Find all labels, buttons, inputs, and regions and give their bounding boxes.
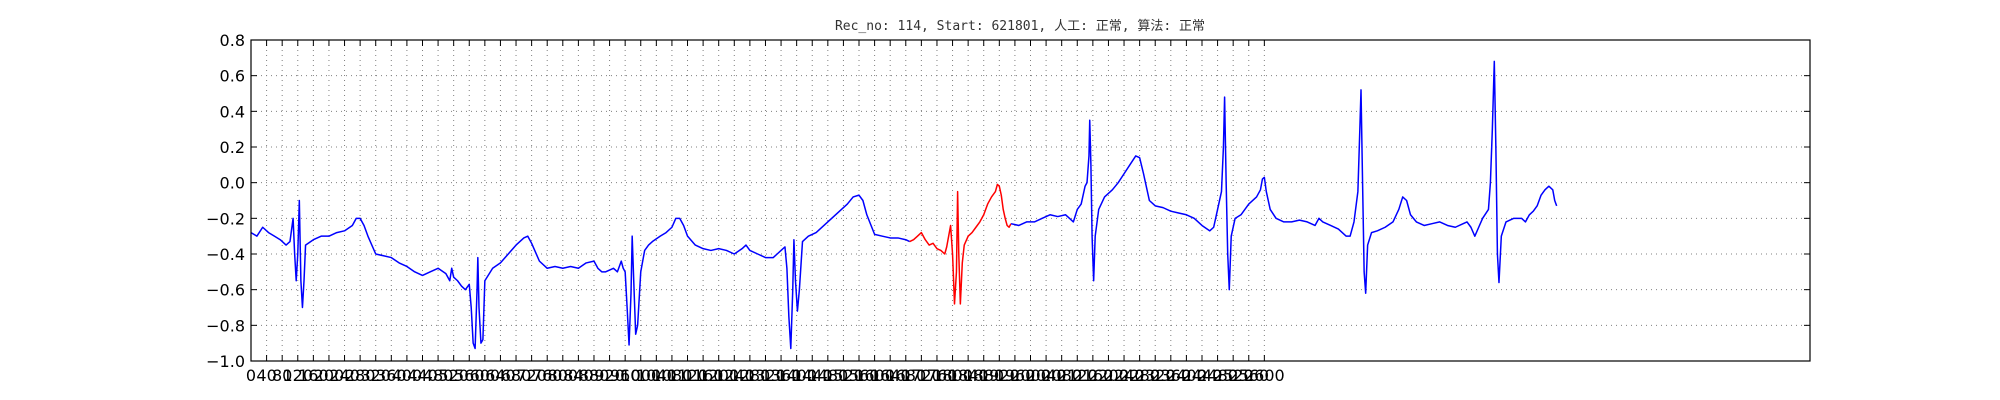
x-tick-label: 800 [548, 366, 579, 385]
x-tick-label: 1640 [870, 366, 911, 385]
y-tick-label: −0.4 [206, 245, 245, 264]
x-tick-label: 560 [454, 366, 485, 385]
ecg-segment-1 [250, 194, 910, 350]
x-tick-label: 120 [282, 366, 313, 385]
x-tick-label: 400 [392, 366, 423, 385]
x-tick-label: 2480 [1197, 366, 1238, 385]
x-tick-label: 2600 [1244, 366, 1285, 385]
x-tick-label: 720 [516, 366, 547, 385]
x-tick-label: 1040 [636, 366, 677, 385]
x-tick-label: 2560 [1228, 366, 1269, 385]
ecg-segment-2 [909, 183, 1012, 305]
x-tick-label: 1880 [963, 366, 1004, 385]
x-tick-label: 1320 [745, 366, 786, 385]
x-tick-label: 1360 [761, 366, 802, 385]
x-tick-label: 480 [423, 366, 454, 385]
grid-layer [251, 40, 1810, 361]
x-tick-label: 520 [438, 366, 469, 385]
x-tick-label: 2120 [1057, 366, 1098, 385]
x-tick-label: 1800 [932, 366, 973, 385]
x-tick-label: 1200 [698, 366, 739, 385]
y-tick-label: 0.8 [220, 31, 245, 50]
x-tick-label: 200 [314, 366, 345, 385]
y-tick-label: 0.4 [220, 102, 245, 121]
x-tick-label: 360 [376, 366, 407, 385]
x-tick-label: 2400 [1166, 366, 1207, 385]
x-tick-label: 1400 [776, 366, 817, 385]
series-layer [250, 60, 1558, 350]
x-tick-label: 2360 [1150, 366, 1191, 385]
x-tick-label: 1560 [839, 366, 880, 385]
x-tick-label: 1920 [979, 366, 1020, 385]
x-tick-label: 760 [532, 366, 563, 385]
x-tick-label: 160 [298, 366, 329, 385]
x-tick-label: 2440 [1182, 366, 1223, 385]
x-tick-label: 2160 [1073, 366, 1114, 385]
x-tick-label: 2240 [1104, 366, 1145, 385]
x-tick-label: 1440 [792, 366, 833, 385]
x-tick-label: 1600 [854, 366, 895, 385]
x-tick-label: 1080 [652, 366, 693, 385]
x-tick-label: 2520 [1213, 366, 1254, 385]
x-tick-label: 1280 [730, 366, 771, 385]
x-tick-label: 1520 [823, 366, 864, 385]
x-tick-label: 240 [329, 366, 360, 385]
x-tick-label: 280 [345, 366, 376, 385]
x-tick-label: 2000 [1010, 366, 1051, 385]
x-tick-label: 2080 [1041, 366, 1082, 385]
y-tick-label: −0.2 [206, 209, 245, 228]
y-tick-label: −0.8 [206, 316, 245, 335]
x-tick-label: 1760 [917, 366, 958, 385]
x-tick-label: 1120 [667, 366, 708, 385]
chart-title: Rec_no: 114, Start: 621801, 人工: 正常, 算法: … [835, 19, 1205, 34]
x-tick-label: 2280 [1119, 366, 1160, 385]
x-axis: 0 408012016020024028032036040044048052056… [246, 40, 1285, 385]
x-tick-label: 0 [246, 366, 256, 385]
y-tick-label: −0.6 [206, 281, 245, 300]
x-tick-label: 2320 [1135, 366, 1176, 385]
y-tick-label: 0.2 [220, 138, 245, 157]
x-tick-label: 680 [501, 366, 532, 385]
y-axis: −1.0 −0.8 −0.6 −0.4 −0.2 0.0 0.2 0.4 0.6 0.8 [206, 31, 1810, 371]
y-tick-label: 0.6 [220, 67, 245, 86]
x-tick-label: 920 [594, 366, 625, 385]
x-tick-label: 2200 [1088, 366, 1129, 385]
x-tick-label: 1960 [995, 366, 1036, 385]
x-tick-label: 960 [610, 366, 641, 385]
x-tick-label: 840 [563, 366, 594, 385]
x-tick-label: 320 [360, 366, 391, 385]
x-tick-label: 1160 [683, 366, 724, 385]
x-tick-label: 80 [272, 366, 292, 385]
x-tick-label: 1680 [885, 366, 926, 385]
x-tick-label: 640 [485, 366, 516, 385]
ecg-segment-3 [1010, 60, 1558, 294]
x-tick-label: 1720 [901, 366, 942, 385]
y-tick-label: −1.0 [206, 352, 245, 371]
x-tick-label: 1240 [714, 366, 755, 385]
x-tick-label: 880 [579, 366, 610, 385]
x-tick-label: 40 [256, 366, 276, 385]
x-tick-label: 600 [470, 366, 501, 385]
x-tick-label: 440 [407, 366, 438, 385]
x-tick-label: 1840 [948, 366, 989, 385]
x-tick-label: 2040 [1026, 366, 1067, 385]
y-tick-label: 0.0 [220, 174, 245, 193]
x-tick-label: 1000 [620, 366, 661, 385]
x-tick-label: 1480 [807, 366, 848, 385]
